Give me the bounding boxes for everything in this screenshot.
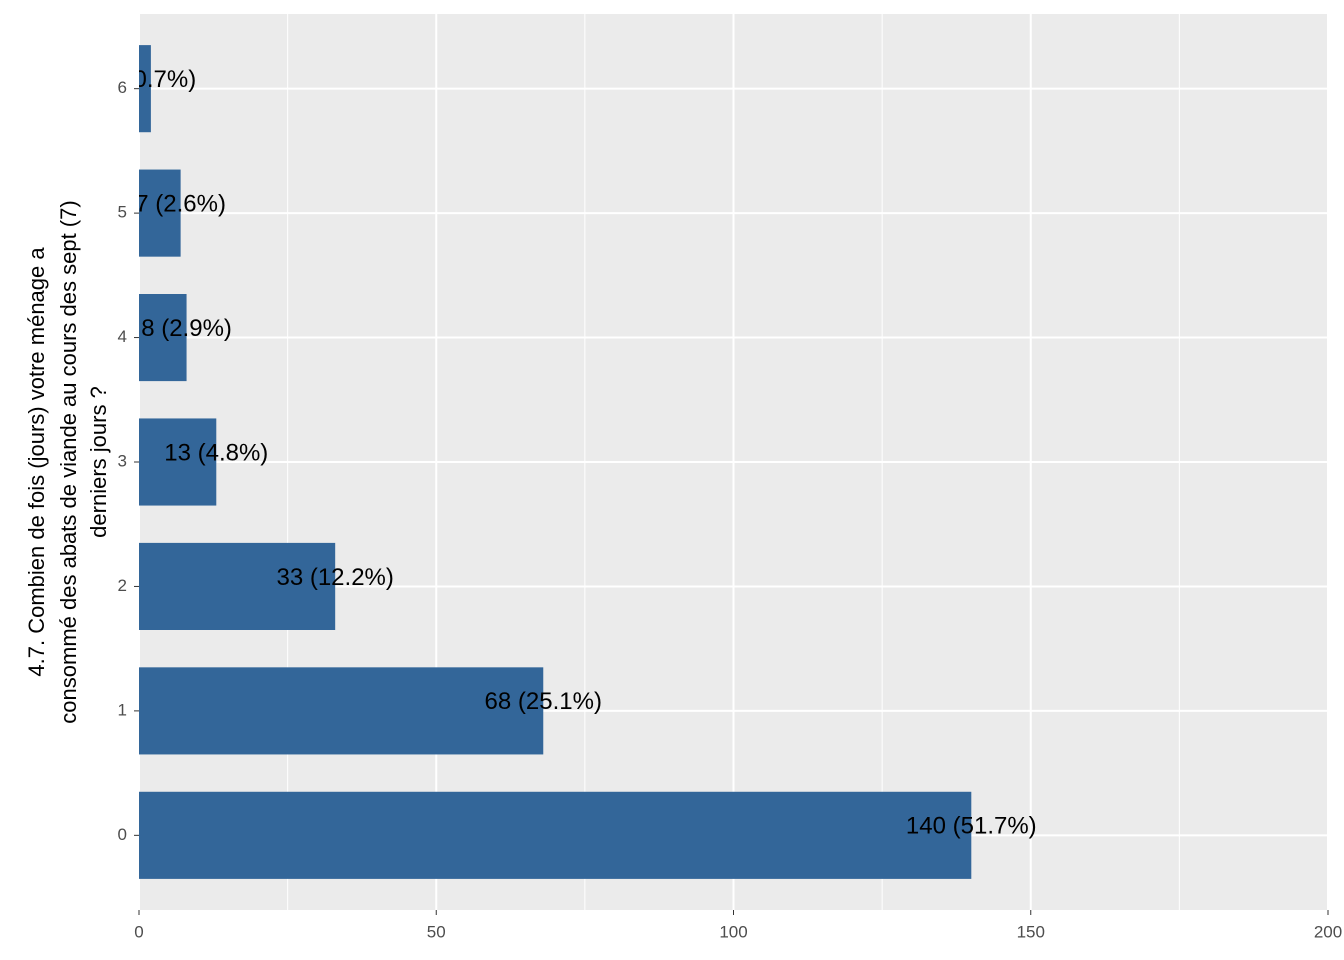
bar [139, 169, 181, 257]
y-title-line: consommé des abats de viande au cours de… [56, 200, 81, 723]
y-tick-label: 2 [118, 576, 127, 595]
y-tick-label: 1 [118, 700, 127, 719]
bar [139, 667, 544, 755]
bars: 140 (51.7%) 68 (25.1%) 33 (12.2%) 13 (4.8%)… [106, 45, 1037, 879]
y-tick-label: 6 [118, 78, 127, 97]
value-label: 2 (0.7%) [106, 66, 197, 93]
axes: 0 50 100 150 200 0 1 2 3 4 5 6 [118, 78, 1343, 941]
value-label: 8 (2.9%) [141, 315, 232, 342]
y-title-line: derniers jours ? [86, 386, 111, 538]
bar [139, 542, 336, 630]
y-tick-label: 0 [118, 825, 127, 844]
value-label: 7 (2.6%) [135, 190, 226, 217]
x-tick-label: 100 [719, 922, 747, 941]
value-label: 68 (25.1%) [485, 688, 602, 715]
y-axis-title: 4.7. Combien de fois (jours) votre ménag… [24, 200, 111, 723]
bar [139, 45, 151, 133]
y-title-line: 4.7. Combien de fois (jours) votre ménag… [24, 247, 49, 677]
y-tick-label: 5 [118, 203, 127, 222]
value-label: 33 (12.2%) [276, 564, 393, 591]
x-tick-label: 200 [1314, 922, 1342, 941]
bar [139, 418, 217, 506]
x-tick-label: 150 [1017, 922, 1045, 941]
value-label: 140 (51.7%) [906, 813, 1037, 840]
bar [139, 294, 187, 382]
y-tick-label: 3 [118, 451, 127, 470]
y-tick-label: 4 [118, 327, 127, 346]
bar [139, 791, 972, 879]
x-tick-label: 0 [134, 922, 143, 941]
x-tick-label: 50 [427, 922, 446, 941]
value-label: 13 (4.8%) [164, 439, 268, 466]
